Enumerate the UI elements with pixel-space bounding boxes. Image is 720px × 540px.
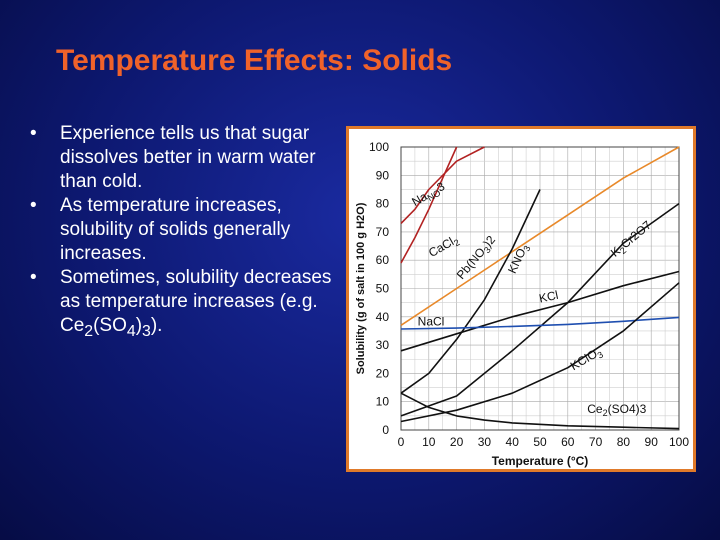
y-tick-label: 100 (369, 140, 389, 154)
series-label: KCl (538, 288, 560, 306)
x-tick-label: 80 (617, 435, 631, 449)
series-label: KClO3 (568, 344, 605, 375)
y-tick-label: 50 (376, 282, 390, 296)
x-tick-label: 0 (398, 435, 405, 449)
plot-border (400, 146, 680, 431)
x-tick-label: 90 (645, 435, 659, 449)
bullet-item: • As temperature increases, solubility o… (30, 194, 340, 266)
bullet-dot-icon: • (30, 267, 37, 288)
series-label: NaCl (418, 314, 445, 328)
x-tick-label: 60 (561, 435, 575, 449)
y-tick-label: 70 (376, 225, 390, 239)
bullet-dot-icon: • (30, 195, 37, 216)
y-tick-label: 90 (376, 168, 390, 182)
y-tick-label: 40 (376, 310, 390, 324)
series-line (400, 189, 541, 394)
series-label: CaCl2 (426, 232, 461, 262)
x-tick-label: 30 (478, 435, 492, 449)
x-tick-label: 20 (450, 435, 464, 449)
bullet-list: • Experience tells us that sugar dissolv… (30, 122, 340, 344)
series-label: Ce2(SO4)3 (587, 402, 646, 418)
y-tick-label: 60 (376, 253, 390, 267)
bullet-item: • Experience tells us that sugar dissolv… (30, 122, 340, 194)
series-line (400, 392, 680, 430)
x-tick-label: 70 (589, 435, 603, 449)
bullet-text: As temperature increases, solubility of … (60, 195, 291, 264)
series-line (400, 316, 680, 330)
x-tick-label: 100 (669, 435, 689, 449)
slide-title: Temperature Effects: Solids (56, 44, 453, 77)
bullet-text: Sometimes, solubility decreases as tempe… (60, 267, 332, 340)
series-label: K2Cr2O7 (608, 218, 656, 262)
y-tick-label: 10 (376, 395, 390, 409)
y-axis-label: Solubility (g of salt in 100 g H2O) (355, 202, 367, 374)
bullet-text: Experience tells us that sugar dissolves… (60, 123, 316, 192)
series-line (400, 202, 680, 417)
series-line (400, 146, 485, 224)
y-tick-label: 20 (376, 366, 390, 380)
x-axis-label: Temperature (°C) (492, 454, 589, 468)
y-tick-label: 30 (376, 338, 390, 352)
chart-svg: 0 10 20 30 40 50 60 70 80 90 100 0 10 20 30 40 50 60 70 80 9… (355, 140, 689, 468)
y-tick-label: 0 (382, 423, 389, 437)
x-tick-label: 50 (533, 435, 547, 449)
bullet-item: • Sometimes, solubility decreases as tem… (30, 266, 340, 344)
series-line (400, 146, 458, 264)
series-line (400, 282, 680, 423)
x-tick-label: 40 (506, 435, 520, 449)
series-line (400, 146, 680, 326)
x-tick-label: 10 (422, 435, 436, 449)
solubility-chart: 0 10 20 30 40 50 60 70 80 90 100 0 10 20 30 40 50 60 70 80 9… (346, 126, 696, 472)
series-line (400, 270, 680, 352)
y-tick-label: 80 (376, 197, 390, 211)
bullet-dot-icon: • (30, 123, 37, 144)
